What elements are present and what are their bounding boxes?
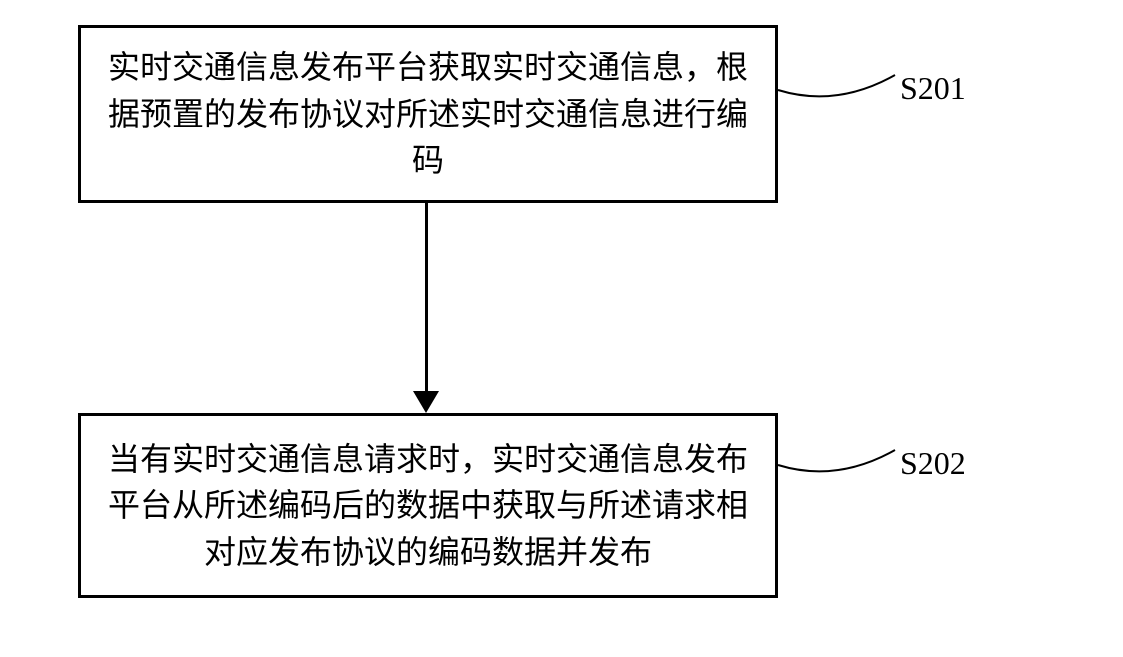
leader-line-step2: [773, 440, 900, 490]
step-label-step2: S202: [900, 445, 966, 482]
step-text: 当有实时交通信息请求时，实时交通信息发布平台从所述编码后的数据中获取与所述请求相…: [93, 436, 763, 575]
arrow-shaft-step1-step2: [425, 203, 428, 391]
arrow-head-step1-step2: [413, 391, 439, 413]
step-text: 实时交通信息发布平台获取实时交通信息，根据预置的发布协议对所述实时交通信息进行编…: [93, 44, 763, 183]
flowchart-step-step2: 当有实时交通信息请求时，实时交通信息发布平台从所述编码后的数据中获取与所述请求相…: [78, 413, 778, 598]
leader-line-step1: [773, 65, 900, 115]
step-label-step1: S201: [900, 70, 966, 107]
flowchart-step-step1: 实时交通信息发布平台获取实时交通信息，根据预置的发布协议对所述实时交通信息进行编…: [78, 25, 778, 203]
